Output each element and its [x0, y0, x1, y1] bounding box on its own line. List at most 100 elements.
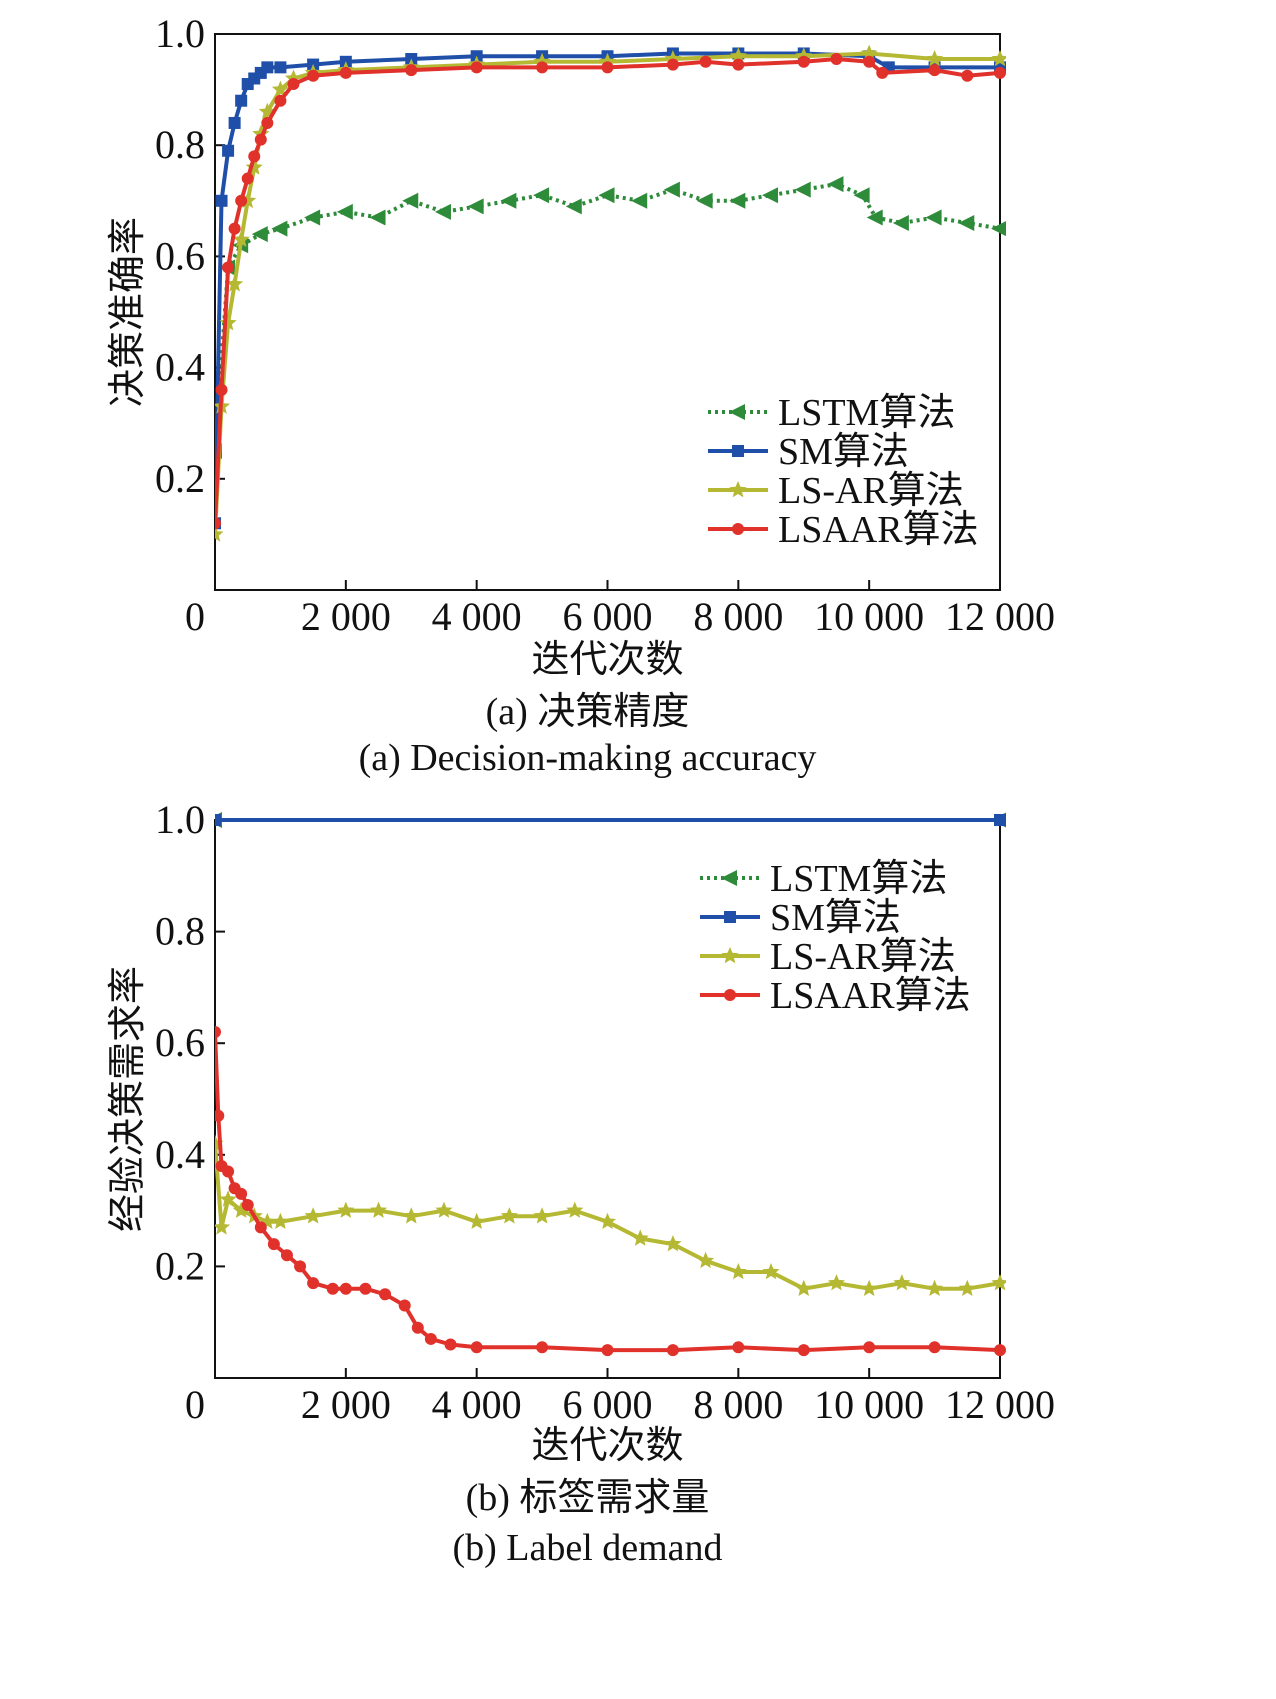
data-point	[827, 1274, 845, 1291]
data-point	[732, 58, 745, 71]
data-point	[893, 1274, 911, 1291]
data-point	[219, 314, 237, 331]
data-point	[304, 209, 321, 226]
data-point	[470, 1341, 483, 1354]
data-point	[235, 194, 248, 207]
data-point	[470, 61, 483, 74]
data-point	[863, 1341, 876, 1354]
x-tick-label: 4 000	[432, 1382, 522, 1427]
data-point	[729, 47, 747, 64]
data-point	[827, 176, 844, 193]
data-point	[444, 1338, 457, 1351]
x-tick-label: 6 000	[563, 594, 653, 639]
y-tick-label: 0.8	[155, 909, 205, 954]
data-point	[961, 69, 974, 82]
data-point	[663, 181, 680, 198]
data-point	[251, 226, 268, 243]
legend-label: LSTM算法	[770, 858, 947, 900]
data-point	[336, 203, 353, 220]
data-point	[536, 61, 549, 74]
y-tick-label: 0.2	[155, 1243, 205, 1288]
x-tick-label: 6 000	[563, 1382, 653, 1427]
data-point	[601, 61, 614, 74]
x-tick-label: 0	[185, 594, 205, 639]
legend-marker	[732, 445, 744, 457]
series-LS-AR算法	[215, 1134, 1006, 1296]
y-tick-label: 0.4	[155, 345, 205, 390]
x-tick-label: 10 000	[814, 594, 924, 639]
legend-label: SM算法	[770, 897, 901, 939]
data-point	[271, 220, 288, 237]
x-tick-label: 0	[185, 1382, 205, 1427]
y-tick-label: 0.6	[155, 233, 205, 278]
data-point	[926, 1279, 944, 1296]
data-point	[994, 814, 1006, 826]
data-point	[565, 198, 582, 215]
series-LSAAR算法	[215, 1026, 1006, 1357]
legend-label: LS-AR算法	[770, 936, 956, 978]
data-point	[926, 50, 944, 67]
data-point	[398, 1299, 411, 1312]
data-point	[280, 1249, 293, 1262]
data-point	[866, 209, 883, 226]
data-point	[500, 1207, 518, 1224]
data-point	[370, 1201, 388, 1218]
data-point	[533, 1207, 551, 1224]
data-point	[928, 1341, 941, 1354]
series-LSAAR算法	[215, 53, 1006, 530]
y-tick-label: 0.2	[155, 456, 205, 501]
caption-cn: (a) 决策精度	[486, 691, 690, 733]
data-point	[598, 1212, 617, 1229]
x-tick-label: 12 000	[945, 594, 1055, 639]
data-point	[222, 144, 235, 157]
legend-marker	[721, 870, 737, 886]
legend-marker	[729, 481, 747, 498]
data-point	[307, 69, 320, 82]
data-point	[248, 150, 261, 163]
data-point	[254, 133, 267, 146]
x-tick-label: 4 000	[432, 594, 522, 639]
data-point	[222, 261, 235, 274]
data-point	[536, 1341, 549, 1354]
data-point	[666, 1344, 679, 1357]
data-point	[379, 1288, 392, 1301]
data-point	[215, 194, 228, 207]
data-point	[860, 1279, 878, 1296]
series-line	[215, 182, 1001, 452]
data-point	[258, 102, 276, 120]
data-point	[696, 192, 713, 209]
legend-label: LSAAR算法	[778, 509, 979, 551]
data-point	[215, 1026, 221, 1039]
data-point	[235, 94, 248, 107]
data-point	[222, 1165, 235, 1178]
caption-en: (b) Label demand	[452, 1527, 722, 1569]
data-point	[226, 275, 244, 292]
data-point	[294, 1260, 307, 1273]
legend-label: LSTM算法	[778, 392, 955, 434]
legend-label: LS-AR算法	[778, 470, 964, 512]
data-point	[598, 52, 617, 70]
data-point	[241, 172, 254, 185]
data-point	[405, 64, 418, 77]
caption-cn: (b) 标签需求量	[466, 1477, 710, 1519]
chart-b-label-demand: 0.2 0.4 0.6 0.8 1.0 0 2 000 4 000 6 000 8 000 10 0…	[105, 797, 1055, 1569]
data-point	[411, 1321, 424, 1334]
data-point	[307, 1277, 320, 1290]
data-point	[795, 1279, 813, 1296]
data-point	[215, 1109, 225, 1122]
data-point	[631, 192, 648, 209]
data-point	[252, 125, 270, 142]
data-point	[566, 1201, 584, 1218]
data-point	[601, 1344, 614, 1357]
data-point	[598, 187, 615, 204]
x-tick-label: 2 000	[301, 594, 391, 639]
data-point	[863, 55, 876, 68]
y-tick-label: 0.4	[155, 1132, 205, 1177]
x-axis-title: 迭代次数	[531, 1423, 683, 1467]
data-point	[434, 203, 451, 220]
data-point	[958, 1279, 976, 1296]
data-point	[287, 78, 300, 91]
data-point	[235, 1187, 248, 1200]
y-axis-title: 经验决策需求率	[105, 966, 149, 1232]
